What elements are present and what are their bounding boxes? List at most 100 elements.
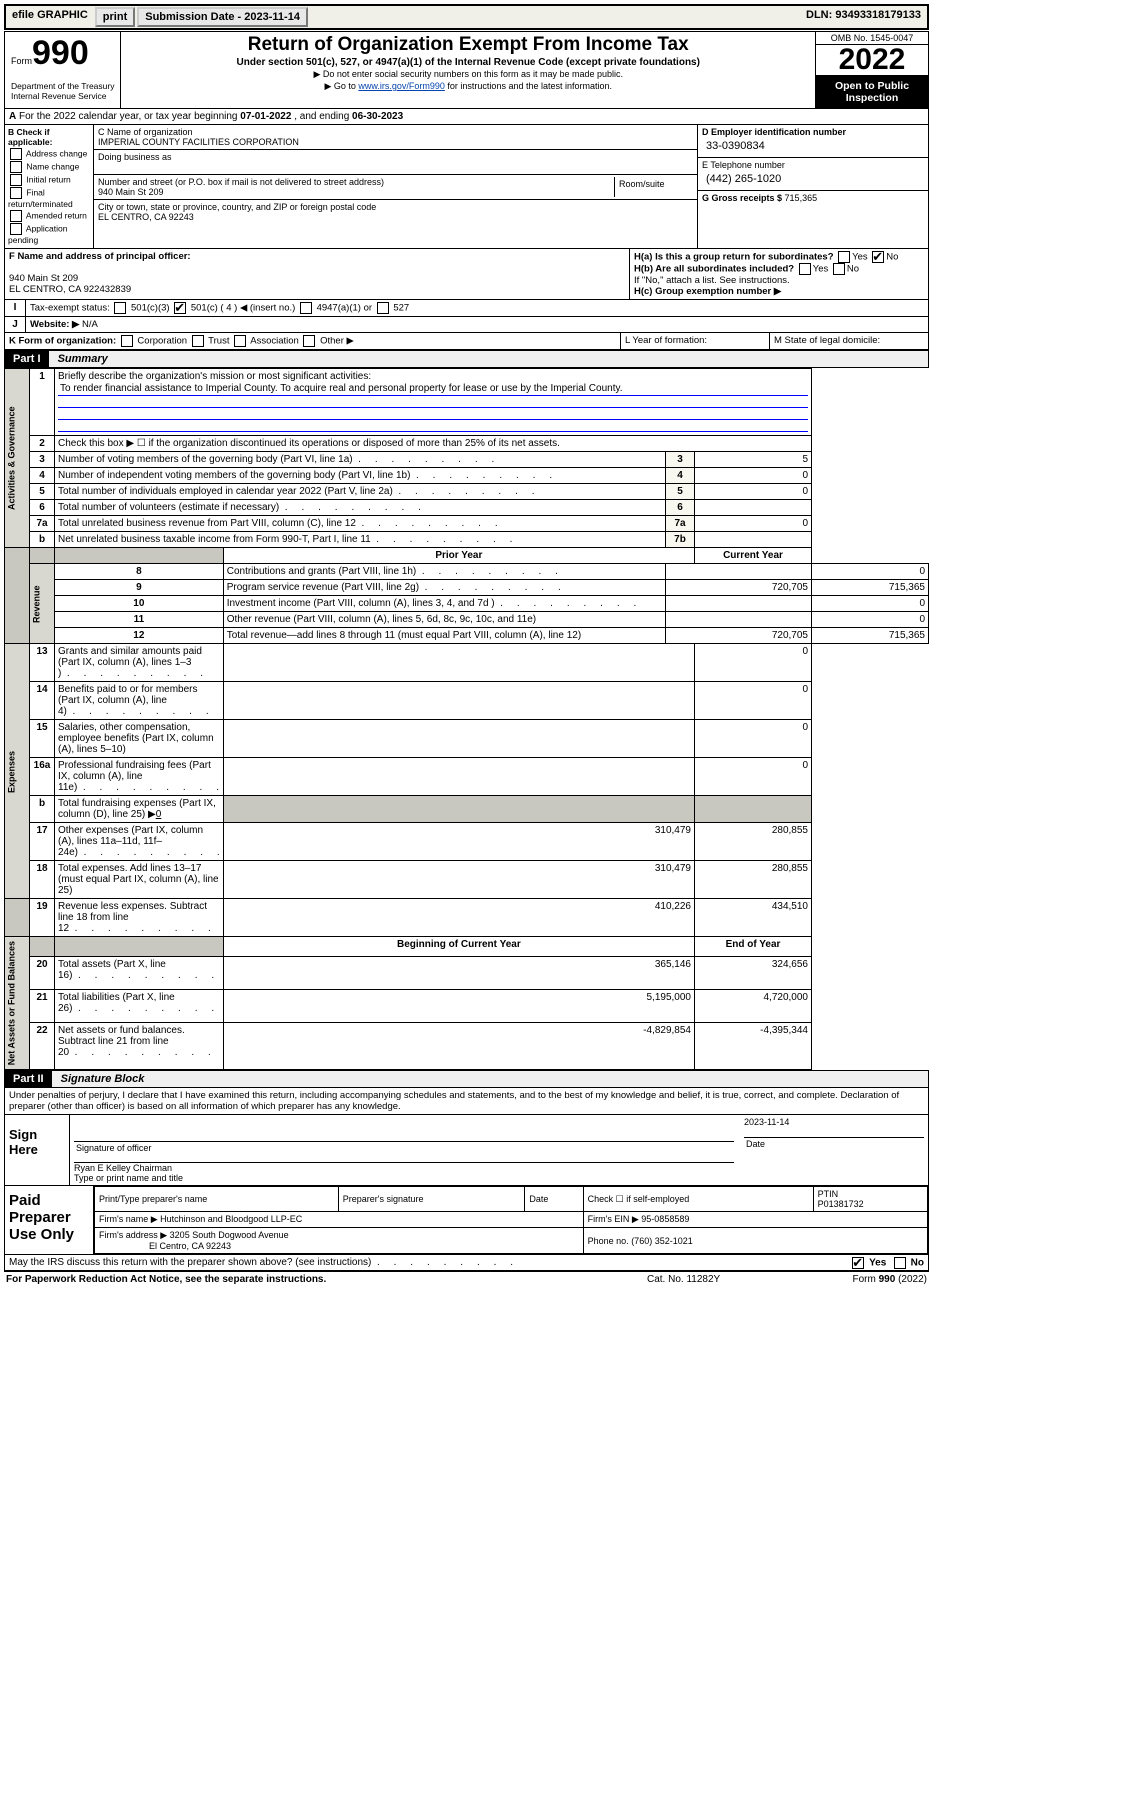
part2-header: Part II Signature Block — [4, 1070, 929, 1088]
prep-name-hdr: Print/Type preparer's name — [95, 1187, 339, 1212]
row-5-text: Total number of individuals employed in … — [58, 486, 535, 497]
sign-here-label: Sign Here — [5, 1115, 70, 1185]
city-state-zip: EL CENTRO, CA 92243 — [98, 212, 194, 222]
hb-yes[interactable] — [799, 263, 811, 275]
tab-governance: Activities & Governance — [5, 369, 30, 548]
org-name: IMPERIAL COUNTY FACILITIES CORPORATION — [98, 137, 299, 147]
tab-expenses: Expenses — [5, 644, 30, 899]
row-11-prior — [666, 612, 812, 628]
form-header: Form990 Department of the Treasury Inter… — [4, 31, 929, 109]
row-18-prior: 310,479 — [223, 861, 694, 899]
subtitle-1: Under section 501(c), 527, or 4947(a)(1)… — [125, 57, 811, 68]
prep-date-hdr: Date — [525, 1187, 583, 1212]
chk-address-change[interactable]: Address change — [8, 148, 90, 160]
firm-ein-label: Firm's EIN ▶ — [588, 1214, 639, 1224]
declaration-text: Under penalties of perjury, I declare th… — [4, 1088, 929, 1114]
row-10-prior — [666, 596, 812, 612]
hdr-prior: Prior Year — [223, 548, 694, 564]
chk-501c3[interactable] — [114, 302, 126, 314]
hb-label: H(b) Are all subordinates included? — [634, 264, 794, 275]
row-15-text: Salaries, other compensation, employee b… — [58, 722, 214, 755]
chk-other[interactable] — [303, 335, 315, 347]
chk-corp[interactable] — [121, 335, 133, 347]
row-13-curr: 0 — [695, 644, 812, 682]
row-19-prior: 410,226 — [223, 899, 694, 937]
preparer-label: Paid Preparer Use Only — [5, 1186, 94, 1254]
phone-value: (442) 265-1020 — [702, 170, 924, 188]
summary-table: Activities & Governance 1 Briefly descri… — [4, 368, 929, 1070]
chk-app-pending[interactable]: Application pending — [8, 223, 90, 245]
row-7b-val — [695, 532, 812, 548]
firm-name-label: Firm's name ▶ — [99, 1214, 158, 1224]
chk-4947[interactable] — [300, 302, 312, 314]
gross-value: 715,365 — [785, 193, 818, 203]
part1-title: Summary — [52, 351, 114, 367]
ptin-value: P01381732 — [818, 1199, 864, 1209]
firm-phone-label: Phone no. — [588, 1236, 632, 1246]
ha-no[interactable] — [872, 251, 884, 263]
row-13-prior — [223, 644, 694, 682]
gross-label: G Gross receipts $ — [702, 193, 785, 203]
row-2: Check this box ▶ ☐ if the organization d… — [55, 436, 812, 452]
inspection-label: Open to Public Inspection — [816, 75, 928, 108]
discuss-text: May the IRS discuss this return with the… — [9, 1257, 513, 1268]
chk-527[interactable] — [377, 302, 389, 314]
ptin-label: PTIN — [818, 1189, 839, 1199]
chk-501c[interactable] — [174, 302, 186, 314]
line-A: A For the 2022 calendar year, or tax yea… — [4, 109, 929, 125]
h-note: If "No," attach a list. See instructions… — [634, 275, 924, 286]
row-16b-val: 0 — [156, 809, 162, 820]
firm-phone: (760) 352-1021 — [631, 1236, 693, 1246]
part2-bar: Part II — [5, 1071, 52, 1087]
chk-assoc[interactable] — [234, 335, 246, 347]
row-8-prior — [666, 564, 812, 580]
prep-sig-hdr: Preparer's signature — [338, 1187, 525, 1212]
year-formation: L Year of formation: — [620, 333, 769, 349]
row-21-curr: 4,720,000 — [695, 990, 812, 1023]
row-19-curr: 434,510 — [695, 899, 812, 937]
row-18-curr: 280,855 — [695, 861, 812, 899]
chk-initial-return[interactable]: Initial return — [8, 174, 90, 186]
tab-revenue: Revenue — [30, 564, 55, 644]
ha-label: H(a) Is this a group return for subordin… — [634, 252, 834, 263]
foot-left: For Paperwork Reduction Act Notice, see … — [6, 1274, 647, 1285]
row-KLM: K Form of organization: Corporation Trus… — [4, 333, 929, 350]
firm-ein: 95-0858589 — [641, 1214, 689, 1224]
officer-label: F Name and address of principal officer: — [9, 251, 191, 262]
firm-addr-label: Firm's address ▶ — [99, 1230, 167, 1240]
discuss-no[interactable] — [894, 1257, 906, 1269]
chk-trust[interactable] — [192, 335, 204, 347]
chk-amended[interactable]: Amended return — [8, 210, 90, 222]
discuss-row: May the IRS discuss this return with the… — [4, 1255, 929, 1271]
discuss-yes[interactable] — [852, 1257, 864, 1269]
website-label: Website: ▶ — [30, 319, 79, 330]
tax-status-label: Tax-exempt status: — [30, 303, 110, 314]
sign-date-label: Date — [744, 1138, 767, 1150]
row-20-prior: 365,146 — [223, 956, 694, 989]
row-8-text: Contributions and grants (Part VIII, lin… — [227, 566, 558, 577]
officer-name-label: Type or print name and title — [74, 1173, 183, 1183]
form990-link[interactable]: www.irs.gov/Form990 — [358, 81, 445, 91]
tax-year: 2022 — [816, 45, 928, 75]
sign-date: 2023-11-14 — [744, 1117, 924, 1127]
chk-name-change[interactable]: Name change — [8, 161, 90, 173]
print-button[interactable]: print — [95, 7, 135, 27]
row-12-text: Total revenue—add lines 8 through 11 (mu… — [227, 630, 581, 641]
row-6-val — [695, 500, 812, 516]
foot-form: Form 990 (2022) — [853, 1274, 927, 1285]
org-name-label: C Name of organization — [98, 127, 193, 137]
row-3-val: 5 — [695, 452, 812, 468]
hc-label: H(c) Group exemption number ▶ — [634, 286, 781, 297]
state-domicile: M State of legal domicile: — [769, 333, 928, 349]
row-13-text: Grants and similar amounts paid (Part IX… — [58, 646, 203, 679]
sign-here: Sign Here Signature of officer Ryan E Ke… — [4, 1114, 929, 1186]
website-value: N/A — [82, 319, 98, 330]
part2-title: Signature Block — [55, 1071, 151, 1087]
row-9-text: Program service revenue (Part VIII, line… — [227, 582, 561, 593]
row-21-prior: 5,195,000 — [223, 990, 694, 1023]
ha-yes[interactable] — [838, 251, 850, 263]
row-9-curr: 715,365 — [812, 580, 929, 596]
chk-final-return[interactable]: Final return/terminated — [8, 187, 90, 209]
hb-no[interactable] — [833, 263, 845, 275]
row-17-curr: 280,855 — [695, 823, 812, 861]
